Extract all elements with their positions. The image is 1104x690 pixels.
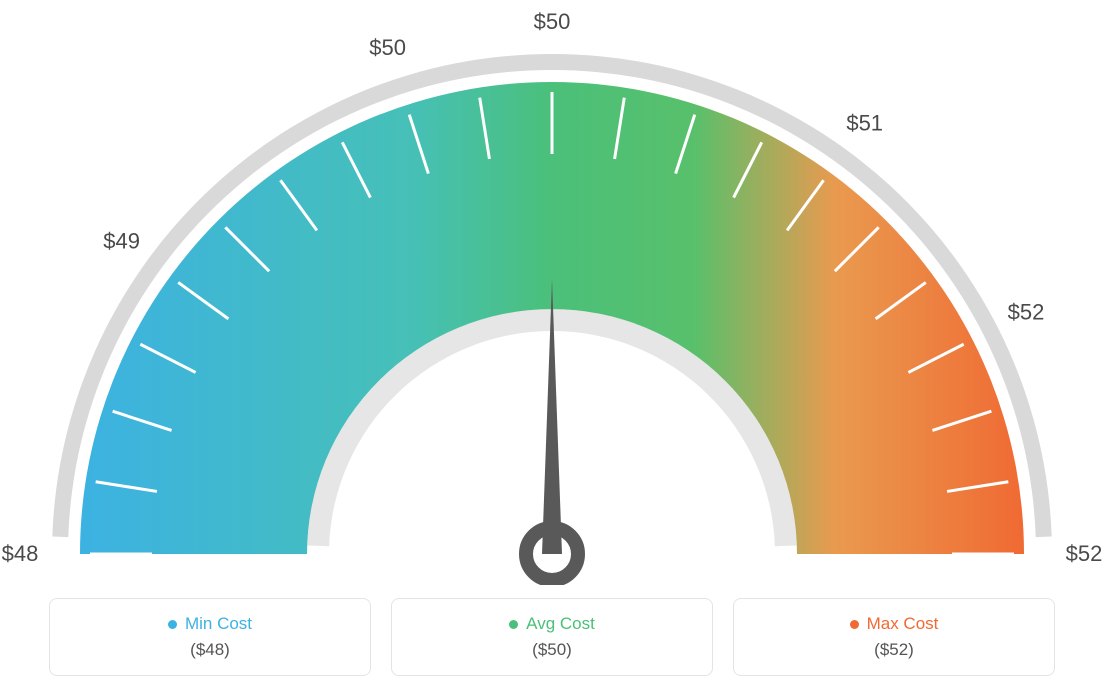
gauge-tick-label: $49: [103, 228, 140, 253]
legend-title: Min Cost: [168, 614, 252, 634]
legend-dot-icon: [850, 620, 859, 629]
legend-label: Min Cost: [185, 614, 252, 634]
gauge-tick-label: $51: [846, 111, 883, 136]
legend-value: ($50): [532, 640, 572, 660]
gauge-svg: $48 $49 $50 $50 $51 $52 $52: [0, 0, 1104, 585]
legend-value: ($52): [874, 640, 914, 660]
gauge-tick-label: $50: [369, 35, 406, 60]
gauge-chart: $48 $49 $50 $50 $51 $52 $52: [0, 0, 1104, 585]
legend-title: Max Cost: [850, 614, 939, 634]
legend-dot-icon: [509, 620, 518, 629]
gauge-tick-label: $52: [1066, 541, 1103, 566]
legend-card-avg-cost: Avg Cost ($50): [391, 598, 713, 676]
legend-title: Avg Cost: [509, 614, 595, 634]
legend-card-max-cost: Max Cost ($52): [733, 598, 1055, 676]
legend-value: ($48): [190, 640, 230, 660]
gauge-tick-label: $52: [1008, 299, 1045, 324]
legend-dot-icon: [168, 620, 177, 629]
gauge-tick-label: $48: [2, 541, 39, 566]
legend-label: Max Cost: [867, 614, 939, 634]
legend-label: Avg Cost: [526, 614, 595, 634]
legend-card-min-cost: Min Cost ($48): [49, 598, 371, 676]
gauge-tick-label: $50: [534, 9, 571, 34]
legend-row: Min Cost ($48) Avg Cost ($50) Max Cost ($52): [49, 598, 1055, 676]
